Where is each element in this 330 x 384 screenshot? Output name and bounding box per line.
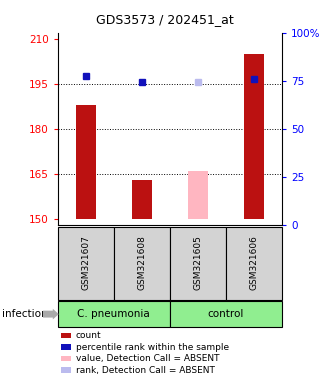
Text: GSM321608: GSM321608 bbox=[137, 236, 147, 290]
Text: GDS3573 / 202451_at: GDS3573 / 202451_at bbox=[96, 13, 234, 26]
Bar bbox=[188, 170, 208, 218]
Text: control: control bbox=[208, 309, 244, 319]
Text: C. pneumonia: C. pneumonia bbox=[78, 309, 150, 319]
Bar bbox=[132, 180, 152, 218]
Bar bbox=[244, 54, 264, 218]
Text: percentile rank within the sample: percentile rank within the sample bbox=[76, 343, 229, 352]
Text: rank, Detection Call = ABSENT: rank, Detection Call = ABSENT bbox=[76, 366, 215, 375]
Text: count: count bbox=[76, 331, 102, 340]
Text: GSM321606: GSM321606 bbox=[249, 236, 259, 290]
Bar bbox=[76, 105, 96, 218]
Text: infection: infection bbox=[2, 309, 47, 319]
Text: GSM321605: GSM321605 bbox=[193, 236, 203, 290]
Text: value, Detection Call = ABSENT: value, Detection Call = ABSENT bbox=[76, 354, 219, 363]
Text: GSM321607: GSM321607 bbox=[81, 236, 90, 290]
